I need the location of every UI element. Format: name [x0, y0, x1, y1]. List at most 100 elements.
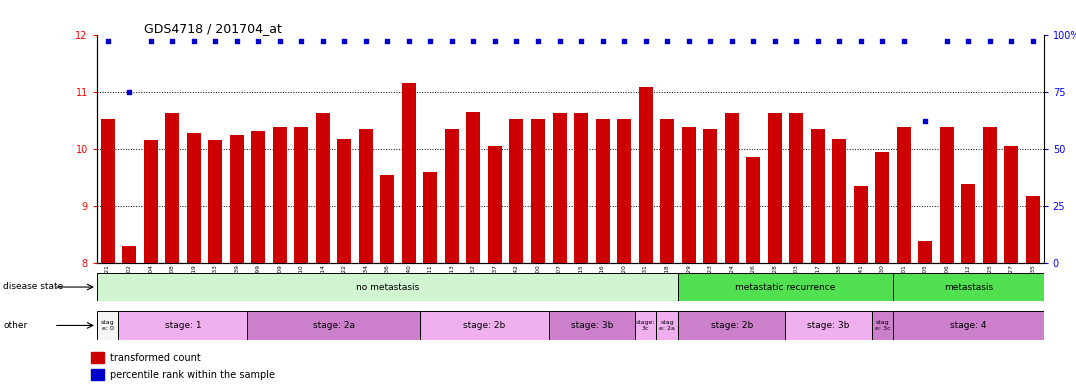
Bar	[893, 311, 1044, 340]
Bar	[402, 83, 415, 263]
Bar	[101, 119, 114, 263]
Bar	[635, 311, 656, 340]
Bar	[166, 113, 179, 263]
Bar	[91, 369, 104, 380]
Point	[121, 89, 138, 95]
Point	[379, 38, 396, 45]
Bar	[420, 311, 549, 340]
Text: percentile rank within the sample: percentile rank within the sample	[110, 370, 274, 380]
Point	[1024, 38, 1042, 45]
Point	[788, 38, 805, 45]
Bar	[549, 311, 635, 340]
Bar	[875, 152, 889, 263]
Bar	[487, 146, 501, 263]
Bar	[596, 119, 609, 263]
Point	[895, 38, 912, 45]
Point	[142, 38, 159, 45]
Bar	[638, 87, 652, 263]
Point	[680, 38, 697, 45]
Point	[852, 38, 869, 45]
Bar	[725, 113, 738, 263]
Bar	[789, 113, 803, 263]
Bar	[767, 113, 781, 263]
Point	[874, 38, 891, 45]
Point	[443, 38, 461, 45]
Point	[314, 38, 331, 45]
Point	[400, 38, 417, 45]
Point	[960, 38, 977, 45]
Bar	[187, 133, 200, 263]
Point	[615, 38, 633, 45]
Text: metastatic recurrence: metastatic recurrence	[735, 283, 836, 291]
Point	[572, 38, 590, 45]
Bar	[530, 119, 544, 263]
Text: GDS4718 / 201704_at: GDS4718 / 201704_at	[144, 22, 282, 35]
Bar	[678, 273, 893, 301]
Point	[293, 38, 310, 45]
Bar	[144, 140, 158, 263]
Bar	[811, 129, 824, 263]
Bar	[91, 352, 104, 363]
Point	[702, 38, 719, 45]
Bar	[853, 186, 867, 263]
Point	[422, 38, 439, 45]
Text: stag
e: 3c: stag e: 3c	[875, 320, 890, 331]
Point	[938, 38, 955, 45]
Point	[745, 38, 762, 45]
Bar	[940, 127, 953, 263]
Bar	[618, 119, 631, 263]
Bar	[423, 172, 437, 263]
Text: stage: 2b: stage: 2b	[710, 321, 753, 330]
Point	[486, 38, 504, 45]
Bar	[833, 139, 846, 263]
Bar	[982, 127, 996, 263]
Bar	[118, 311, 247, 340]
Point	[228, 38, 245, 45]
Point	[831, 38, 848, 45]
Point	[508, 38, 525, 45]
Bar	[962, 184, 975, 263]
Bar	[97, 311, 118, 340]
Point	[207, 38, 224, 45]
Bar	[785, 311, 872, 340]
Bar	[209, 140, 223, 263]
Text: stage: 2a: stage: 2a	[312, 321, 355, 330]
Point	[164, 38, 181, 45]
Bar	[660, 119, 674, 263]
Point	[766, 38, 783, 45]
Point	[271, 38, 288, 45]
Bar	[273, 127, 286, 263]
Point	[594, 38, 611, 45]
Bar	[358, 129, 372, 263]
Text: transformed count: transformed count	[110, 353, 200, 362]
Text: stage: 1: stage: 1	[165, 321, 201, 330]
Bar	[1025, 195, 1039, 263]
Point	[981, 38, 999, 45]
Bar	[294, 127, 308, 263]
Bar	[656, 311, 678, 340]
Bar	[747, 157, 760, 263]
Bar	[918, 241, 932, 263]
Point	[99, 38, 116, 45]
Text: metastasis: metastasis	[944, 283, 993, 291]
Point	[637, 38, 654, 45]
Point	[357, 38, 374, 45]
Point	[551, 38, 568, 45]
Bar	[230, 134, 243, 263]
Bar	[553, 113, 566, 263]
Point	[185, 38, 202, 45]
Bar	[247, 311, 420, 340]
Point	[465, 38, 482, 45]
Text: stag
e: 2a: stag e: 2a	[660, 320, 675, 331]
Bar	[682, 127, 695, 263]
Bar	[123, 246, 136, 263]
Bar	[316, 113, 329, 263]
Text: no metastasis: no metastasis	[356, 283, 419, 291]
Bar	[251, 131, 265, 263]
Text: stage: 3b: stage: 3b	[807, 321, 850, 330]
Point	[809, 38, 826, 45]
Text: stag
e: 0: stag e: 0	[101, 320, 114, 331]
Bar	[678, 311, 785, 340]
Text: disease state: disease state	[3, 282, 63, 291]
Bar	[510, 119, 524, 263]
